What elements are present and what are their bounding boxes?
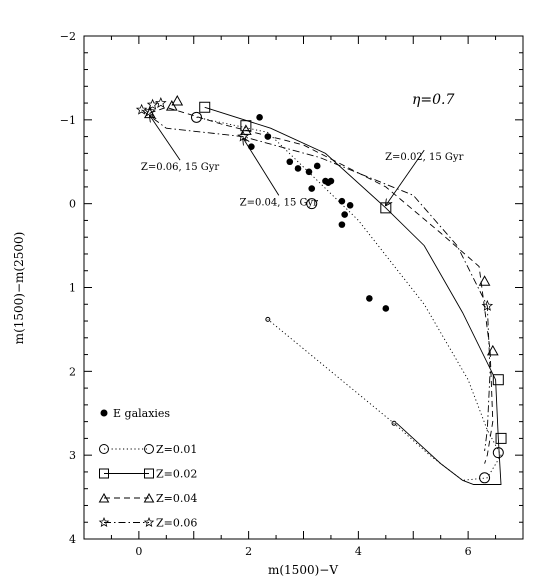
tick-labels: 0 2 4 6 −2 −1 0 1 2 3 4 <box>60 30 472 558</box>
x-tick-label: 2 <box>245 545 252 558</box>
series-marker <box>495 432 507 444</box>
series-line <box>196 116 502 481</box>
series-marker <box>240 124 252 135</box>
series-marker <box>478 275 491 286</box>
plot-frame <box>83 35 524 540</box>
galaxy-point <box>327 177 335 185</box>
series-marker-small <box>391 420 397 426</box>
y-tick-label: 4 <box>69 533 76 546</box>
galaxy-point <box>346 202 354 209</box>
galaxy-point <box>294 165 302 172</box>
eta-label: η=0.7 <box>412 92 454 108</box>
series-marker <box>144 105 156 117</box>
annotation-arrow <box>386 149 425 205</box>
series-marker <box>481 299 494 311</box>
annotation-label: Z=0.02, 15 Gyr <box>385 152 463 163</box>
galaxy-point <box>338 197 346 205</box>
series-marker <box>199 101 211 113</box>
series-marker <box>171 95 184 106</box>
galaxy-points <box>248 114 390 312</box>
galaxy-point <box>366 295 373 302</box>
legend-swatch-points <box>100 409 108 417</box>
axis-ticks <box>83 35 524 540</box>
series-marker <box>165 100 178 111</box>
y-tick-label: 3 <box>69 449 76 462</box>
x-axis-title: m(1500)−V <box>268 563 338 577</box>
series-marker <box>492 447 504 459</box>
legend: E galaxies Z=0.01 Z=0.02 Z=0.04 Z=0.06 <box>98 407 197 530</box>
legend-marker <box>143 516 155 527</box>
series-marker <box>486 344 499 356</box>
legend-marker <box>144 444 154 454</box>
model-series <box>135 95 507 485</box>
y-tick-label: 1 <box>69 282 76 295</box>
y-tick-label: 2 <box>69 365 76 378</box>
galaxy-point <box>341 211 348 218</box>
y-tick-label: −2 <box>60 30 76 43</box>
legend-marker <box>99 468 109 479</box>
galaxy-point <box>382 305 390 312</box>
x-tick-label: 0 <box>135 545 142 558</box>
series-group <box>135 97 494 452</box>
galaxy-point <box>256 114 263 121</box>
annotation-arrow <box>150 116 181 161</box>
annotation-label: Z=0.04, 15 Gyr <box>240 197 318 208</box>
y-tick-label: 0 <box>69 198 76 211</box>
series-group <box>190 111 504 484</box>
legend-marker <box>98 516 110 527</box>
galaxy-point <box>264 133 272 140</box>
series-line <box>204 106 502 485</box>
series-marker <box>146 98 159 110</box>
galaxy-point <box>338 221 346 228</box>
galaxy-point <box>308 185 316 192</box>
galaxy-point <box>305 168 313 176</box>
series-marker <box>190 111 202 123</box>
series-marker <box>135 103 148 115</box>
x-tick-label: 6 <box>465 545 472 558</box>
series-marker <box>237 130 249 142</box>
annotation-label: Z=0.06, 15 Gyr <box>141 162 219 173</box>
annotations: Z=0.06, 15 Gyr Z=0.04, 15 Gyr Z=0.02, 15 G… <box>141 116 464 208</box>
series-marker-small <box>265 316 271 322</box>
series-line <box>149 106 494 464</box>
legend-label: Z=0.06 <box>156 517 197 530</box>
legend-marker <box>143 492 155 503</box>
series-marker <box>479 472 491 484</box>
legend-label: Z=0.04 <box>156 492 197 505</box>
galaxy-point <box>313 162 321 170</box>
series-marker <box>155 97 167 108</box>
legend-marker <box>99 444 109 454</box>
series-line <box>141 109 491 452</box>
legend-marker <box>98 492 110 503</box>
x-tick-label: 4 <box>355 545 362 558</box>
annotation-arrow <box>243 138 280 196</box>
series-marker <box>492 374 504 386</box>
legend-label: E galaxies <box>113 407 170 420</box>
series-marker <box>306 198 318 210</box>
y-axis-title: m(1500)−m(2500) <box>12 232 26 345</box>
legend-label: Z=0.01 <box>156 443 197 456</box>
galaxy-point <box>286 158 294 166</box>
legend-label: Z=0.02 <box>156 468 197 481</box>
y-tick-label: −1 <box>60 114 76 127</box>
galaxy-point <box>248 143 255 150</box>
legend-marker <box>144 468 154 479</box>
